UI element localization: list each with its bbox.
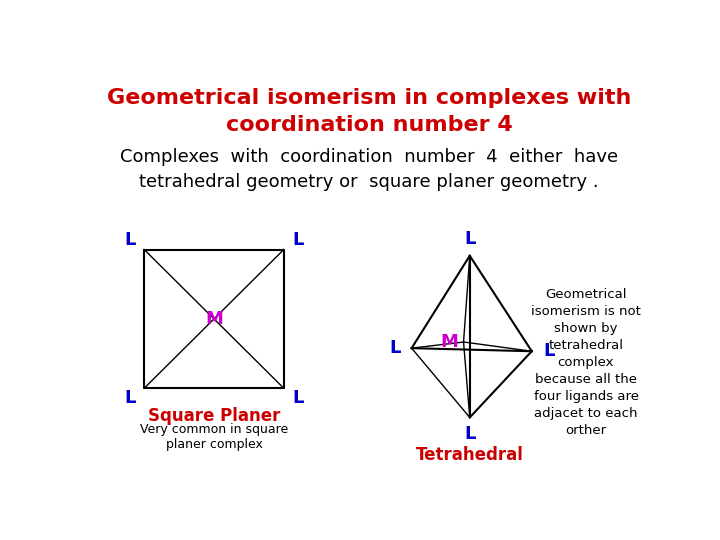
- Text: L: L: [389, 339, 400, 357]
- Text: coordination number 4: coordination number 4: [225, 115, 513, 135]
- Text: L: L: [543, 342, 554, 360]
- Text: tetrahedral geometry or  square planer geometry .: tetrahedral geometry or square planer ge…: [139, 173, 599, 191]
- Text: Square Planer: Square Planer: [148, 408, 280, 426]
- Text: M: M: [205, 310, 223, 328]
- Text: L: L: [464, 426, 475, 443]
- Text: Geometrical isomerism in complexes with: Geometrical isomerism in complexes with: [107, 88, 631, 108]
- Text: Very common in square
planer complex: Very common in square planer complex: [140, 423, 288, 451]
- Text: L: L: [125, 389, 136, 407]
- Text: L: L: [464, 230, 475, 248]
- Text: L: L: [125, 231, 136, 248]
- Text: Tetrahedral: Tetrahedral: [416, 446, 523, 464]
- Text: L: L: [292, 389, 303, 407]
- Text: Complexes  with  coordination  number  4  either  have: Complexes with coordination number 4 eit…: [120, 148, 618, 166]
- Text: L: L: [292, 231, 303, 248]
- Text: Geometrical
isomerism is not
shown by
tetrahedral
complex
because all the
four l: Geometrical isomerism is not shown by te…: [531, 288, 641, 437]
- Text: M: M: [441, 333, 459, 351]
